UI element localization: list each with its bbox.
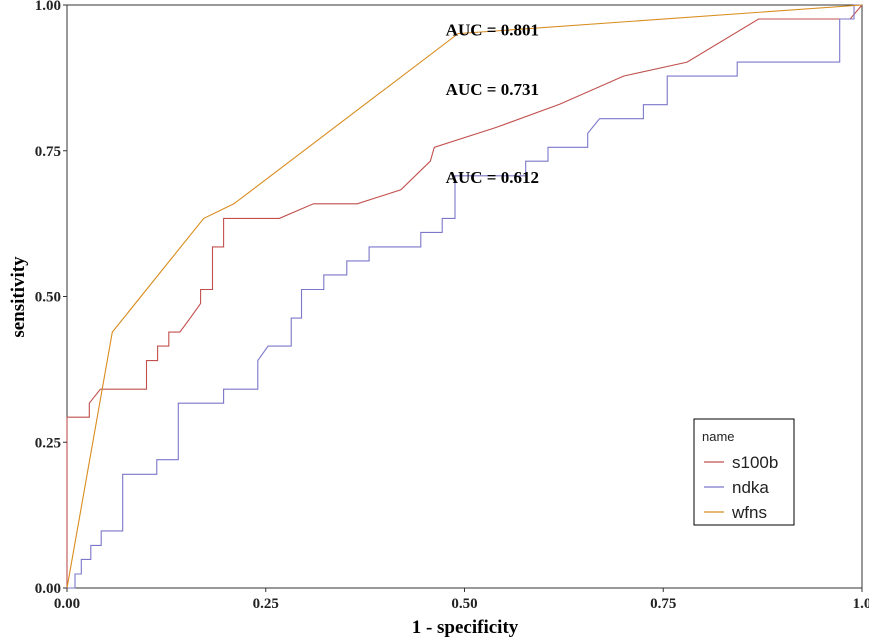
y-tick-label: 0.00 (35, 581, 61, 597)
roc-curve-s100b (66, 4, 863, 588)
x-axis-ticks: 0.00 0.25 0.50 0.75 1.0 (54, 588, 869, 612)
auc-annotations: AUC = 0.801 AUC = 0.731 AUC = 0.612 (446, 20, 539, 186)
x-tick-label: 0.00 (54, 596, 80, 612)
y-axis-title: sensitivity (8, 256, 29, 338)
legend-label-wfns: wfns (731, 503, 767, 522)
x-axis-title: 1 - specificity (412, 617, 519, 638)
auc-label-2: AUC = 0.731 (446, 80, 539, 99)
legend: name s100b ndka wfns (693, 418, 795, 526)
auc-label-1: AUC = 0.801 (446, 20, 539, 39)
x-tick-label: 0.75 (650, 596, 676, 612)
x-tick-label: 0.25 (253, 596, 279, 612)
x-tick-label: 0.50 (451, 596, 477, 612)
y-axis-ticks: 0.00 0.25 0.50 0.75 1.00 (35, 0, 67, 597)
auc-label-3: AUC = 0.612 (446, 168, 539, 187)
y-tick-label: 0.25 (35, 435, 61, 451)
legend-label-ndka: ndka (732, 478, 769, 497)
legend-items: s100b ndka wfns (704, 453, 778, 522)
legend-box (693, 418, 795, 526)
legend-label-s100b: s100b (732, 453, 778, 472)
legend-title: name (702, 429, 735, 444)
y-tick-label: 0.50 (35, 290, 61, 306)
y-tick-label: 0.75 (35, 144, 61, 160)
roc-curve-wfns (66, 4, 863, 589)
x-tick-label: 1.0 (853, 596, 869, 612)
roc-curves (66, 4, 863, 589)
y-tick-label: 1.00 (35, 0, 61, 14)
roc-curve-ndka (67, 4, 862, 589)
